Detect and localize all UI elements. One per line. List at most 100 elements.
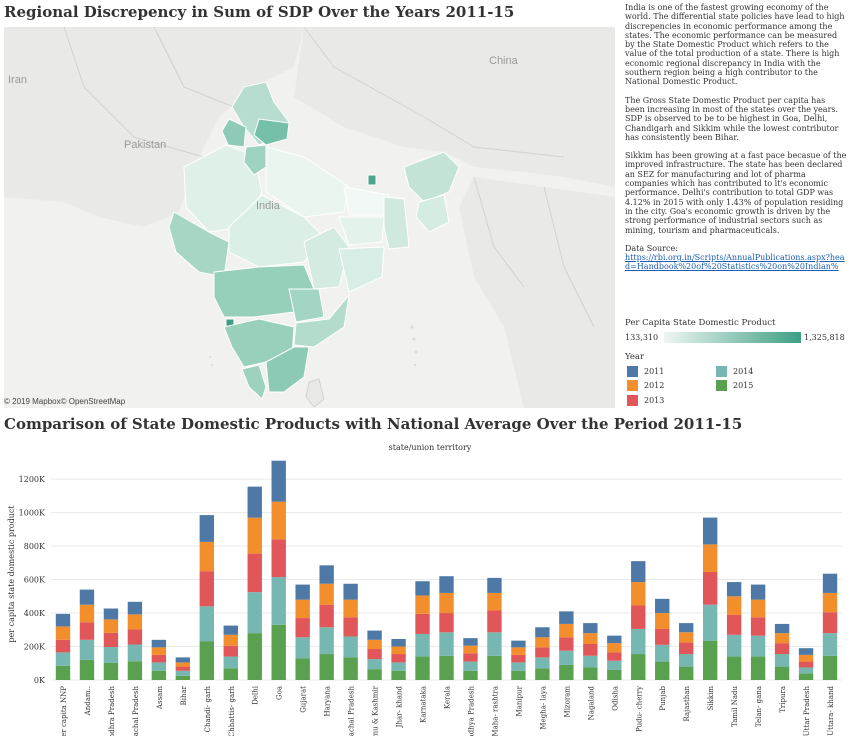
bar-segment-2012[interactable] xyxy=(343,599,358,618)
bar-segment-2012[interactable] xyxy=(798,654,814,662)
bar-segment-2011[interactable] xyxy=(487,577,502,593)
bar-segment-2012[interactable] xyxy=(415,595,430,614)
bar-segment-2011[interactable] xyxy=(103,608,119,620)
bar-segment-2011[interactable] xyxy=(511,640,526,648)
bar-segment-2011[interactable] xyxy=(175,657,191,663)
bar-segment-2013[interactable] xyxy=(726,614,742,635)
bar-segment-2013[interactable] xyxy=(702,572,718,605)
bar-segment-2011[interactable] xyxy=(535,627,550,638)
bar-segment-2012[interactable] xyxy=(247,517,262,554)
bar-segment-2015[interactable] xyxy=(774,666,790,680)
bar-segment-2015[interactable] xyxy=(247,633,262,680)
bar-segment-2015[interactable] xyxy=(295,658,310,680)
legend-item-2012[interactable]: 2012 xyxy=(627,380,664,391)
bar-segment-2012[interactable] xyxy=(726,596,742,615)
bar-segment-2014[interactable] xyxy=(535,657,550,669)
bar-segment-2014[interactable] xyxy=(750,635,766,657)
legend-item-2013[interactable]: 2013 xyxy=(627,395,664,406)
bar-segment-2013[interactable] xyxy=(151,654,167,663)
bar-segment-2014[interactable] xyxy=(822,633,838,656)
bar-segment-2013[interactable] xyxy=(750,617,766,636)
bar-segment-2013[interactable] xyxy=(631,605,646,629)
bar-segment-2015[interactable] xyxy=(79,659,95,680)
bar-segment-2015[interactable] xyxy=(511,670,526,680)
bar-segment-2013[interactable] xyxy=(535,647,550,658)
bar-segment-2014[interactable] xyxy=(343,636,358,658)
bar-segment-2015[interactable] xyxy=(103,662,119,680)
bar-segment-2014[interactable] xyxy=(103,647,119,663)
bar-segment-2015[interactable] xyxy=(199,641,214,680)
bar-segment-2014[interactable] xyxy=(702,604,718,641)
bar-segment-2014[interactable] xyxy=(271,577,286,625)
bar-segment-2014[interactable] xyxy=(607,660,622,670)
bar-segment-2015[interactable] xyxy=(631,654,646,680)
bar-segment-2011[interactable] xyxy=(798,648,814,655)
bar-segment-2015[interactable] xyxy=(750,656,766,680)
bar-segment-2014[interactable] xyxy=(726,634,742,657)
bar-segment-2013[interactable] xyxy=(391,654,406,663)
bar-segment-2011[interactable] xyxy=(439,576,454,593)
legend-item-2011[interactable]: 2011 xyxy=(627,366,664,377)
bar-segment-2011[interactable] xyxy=(343,583,358,600)
bar-segment-2013[interactable] xyxy=(223,645,238,657)
bar-segment-2011[interactable] xyxy=(463,638,478,646)
bar-segment-2014[interactable] xyxy=(175,670,191,676)
bar-segment-2012[interactable] xyxy=(199,541,214,572)
bar-segment-2015[interactable] xyxy=(463,670,478,680)
bar-segment-2011[interactable] xyxy=(247,486,262,518)
bar-segment-2015[interactable] xyxy=(127,661,143,680)
bar-segment-2011[interactable] xyxy=(631,561,646,583)
bar-segment-2012[interactable] xyxy=(79,604,95,623)
bar-segment-2014[interactable] xyxy=(55,652,71,666)
bar-segment-2013[interactable] xyxy=(511,654,526,663)
bar-segment-2011[interactable] xyxy=(702,517,718,545)
bar-segment-2014[interactable] xyxy=(79,639,95,660)
bar-segment-2012[interactable] xyxy=(151,647,167,655)
bar-segment-2013[interactable] xyxy=(655,628,670,645)
bar-segment-2012[interactable] xyxy=(367,639,382,650)
bar-segment-2015[interactable] xyxy=(607,669,622,680)
bar-segment-2015[interactable] xyxy=(223,668,238,680)
stacked-bar-chart[interactable]: state/union territory per capita state d… xyxy=(4,440,847,736)
bar-segment-2012[interactable] xyxy=(583,633,598,645)
bar-segment-2012[interactable] xyxy=(559,623,574,638)
bar-segment-2012[interactable] xyxy=(631,582,646,606)
bar-segment-2013[interactable] xyxy=(439,613,454,633)
bar-segment-2014[interactable] xyxy=(655,644,670,662)
bar-segment-2012[interactable] xyxy=(175,662,191,667)
bar-segment-2012[interactable] xyxy=(391,646,406,655)
bar-segment-2012[interactable] xyxy=(679,632,694,643)
bar-segment-2012[interactable] xyxy=(319,583,334,605)
bar-segment-2013[interactable] xyxy=(343,617,358,637)
bar-segment-2011[interactable] xyxy=(295,584,310,600)
bar-segment-2011[interactable] xyxy=(726,582,742,597)
bar-segment-2011[interactable] xyxy=(79,589,95,605)
bar-segment-2015[interactable] xyxy=(726,656,742,680)
bar-segment-2013[interactable] xyxy=(559,637,574,651)
bar-segment-2014[interactable] xyxy=(391,662,406,671)
bar-segment-2012[interactable] xyxy=(655,613,670,629)
bar-segment-2011[interactable] xyxy=(774,623,790,634)
bar-segment-2013[interactable] xyxy=(463,653,478,662)
bar-segment-2015[interactable] xyxy=(487,655,502,680)
legend-item-2015[interactable]: 2015 xyxy=(716,380,753,391)
bar-segment-2012[interactable] xyxy=(511,647,526,655)
bar-segment-2014[interactable] xyxy=(247,592,262,634)
bar-segment-2012[interactable] xyxy=(103,619,119,633)
india-map[interactable]: Iran China Pakistan India xyxy=(4,27,615,408)
bar-segment-2012[interactable] xyxy=(223,634,238,646)
bar-segment-2015[interactable] xyxy=(175,675,191,680)
bar-segment-2014[interactable] xyxy=(223,656,238,669)
bar-segment-2014[interactable] xyxy=(151,662,167,671)
bar-segment-2015[interactable] xyxy=(319,654,334,680)
bar-segment-2014[interactable] xyxy=(559,650,574,665)
bar-segment-2015[interactable] xyxy=(391,670,406,680)
data-source-link[interactable]: https://rbi.org.in/Scripts/AnnualPublica… xyxy=(625,253,845,272)
bar-segment-2011[interactable] xyxy=(750,584,766,600)
bar-segment-2011[interactable] xyxy=(607,635,622,644)
bar-segment-2014[interactable] xyxy=(774,654,790,667)
bar-segment-2013[interactable] xyxy=(583,644,598,656)
bar-segment-2011[interactable] xyxy=(559,611,574,624)
bar-segment-2013[interactable] xyxy=(55,639,71,653)
bar-segment-2015[interactable] xyxy=(343,657,358,680)
